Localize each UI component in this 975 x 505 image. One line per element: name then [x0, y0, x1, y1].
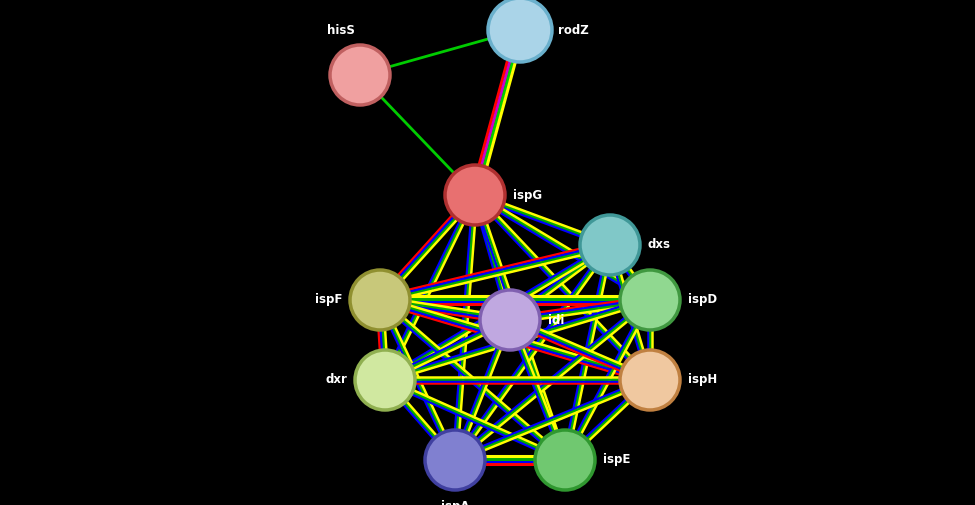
Text: dxs: dxs [648, 238, 671, 251]
Text: ispE: ispE [603, 453, 631, 467]
Text: hisS: hisS [328, 24, 355, 37]
Text: idi: idi [548, 314, 565, 327]
Circle shape [445, 165, 505, 225]
Text: ispD: ispD [688, 293, 718, 307]
Circle shape [580, 215, 640, 275]
Circle shape [355, 350, 415, 410]
Text: ispA: ispA [441, 500, 469, 505]
Circle shape [425, 430, 485, 490]
Text: ispG: ispG [513, 188, 542, 201]
Circle shape [350, 270, 410, 330]
Text: dxr: dxr [325, 374, 347, 386]
Circle shape [620, 270, 680, 330]
Text: ispH: ispH [688, 374, 718, 386]
Circle shape [480, 290, 540, 350]
Circle shape [488, 0, 552, 62]
Circle shape [620, 350, 680, 410]
Text: ispF: ispF [315, 293, 342, 307]
Text: rodZ: rodZ [558, 24, 589, 36]
Circle shape [535, 430, 595, 490]
Circle shape [330, 45, 390, 105]
